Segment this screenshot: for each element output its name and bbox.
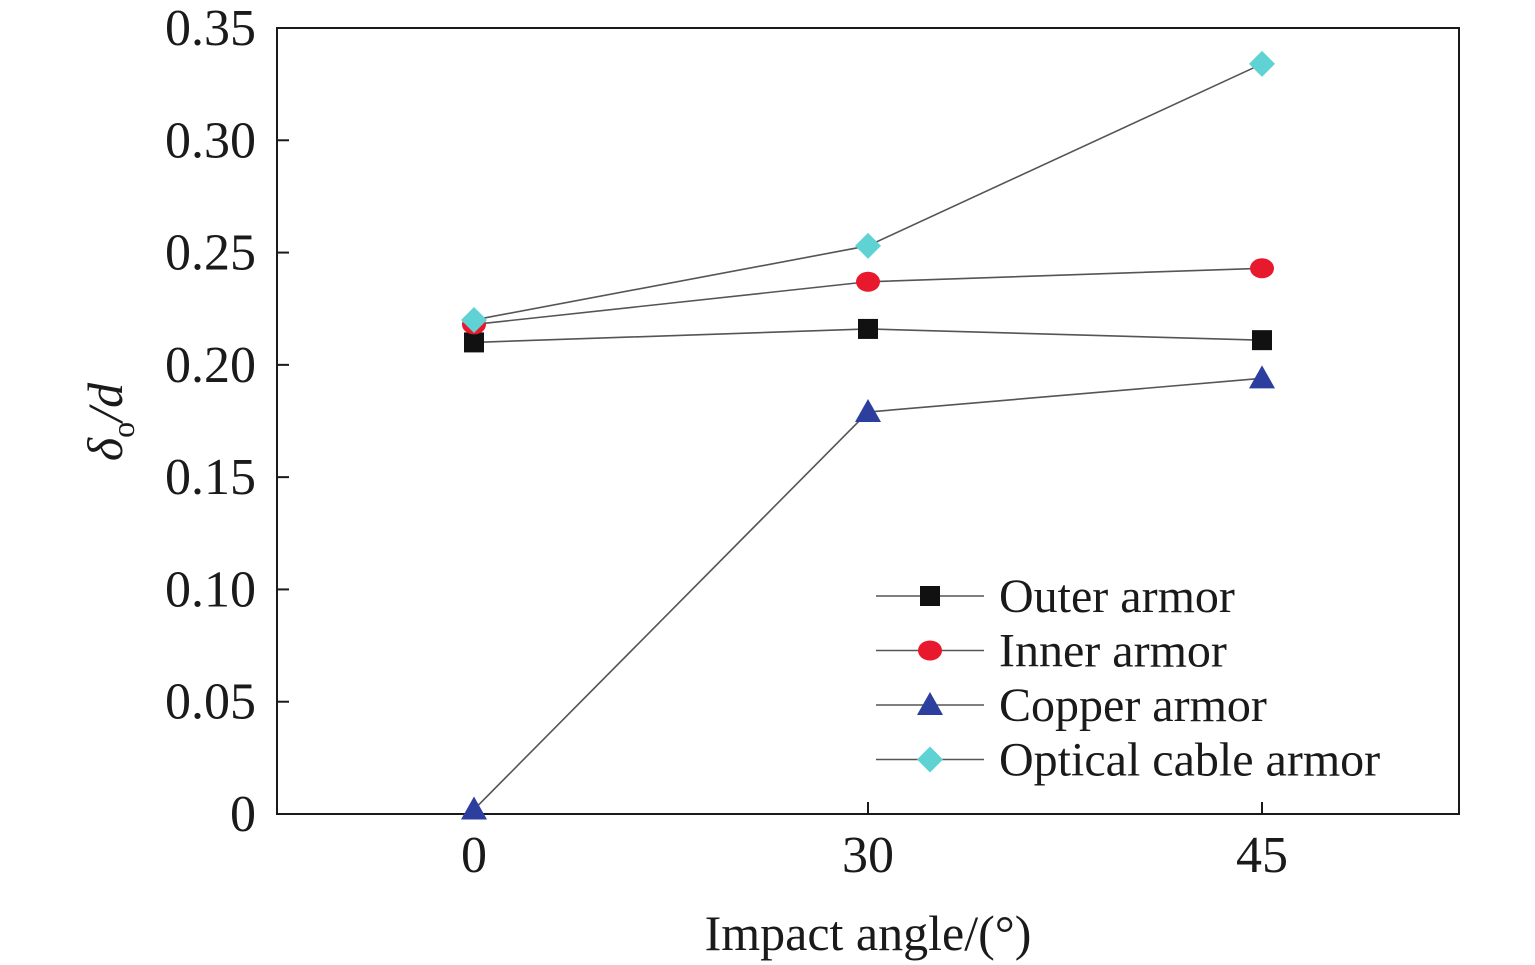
data-point-outer-armor — [464, 332, 484, 353]
y-tick-label: 0.10 — [165, 561, 256, 618]
y-tick-label: 0.05 — [165, 674, 256, 731]
y-tick-label: 0.30 — [165, 112, 256, 169]
y-tick-label: 0 — [230, 786, 256, 843]
data-point-outer-armor — [1252, 330, 1272, 351]
x-tick-label: 45 — [1236, 827, 1288, 884]
y-tick-label: 0.15 — [165, 449, 256, 506]
x-axis: 0 30 45 — [461, 802, 1288, 884]
y-axis: 0 0.05 0.10 0.15 0.20 0.25 0.30 0.35 — [165, 0, 289, 843]
x-axis-title: Impact angle/(°) — [705, 905, 1032, 961]
x-tick-label: 0 — [461, 827, 487, 884]
y-tick-label: 0.20 — [165, 337, 256, 394]
y-tick-label: 0.25 — [165, 225, 256, 282]
y-axis-title-subscript: o — [105, 422, 141, 438]
y-axis-title: δo/d — [77, 382, 141, 461]
series-layer — [461, 50, 1275, 820]
y-axis-title-main: δ — [77, 437, 133, 461]
legend-marker-outer-armor — [920, 586, 940, 606]
legend-marker-copper-armor — [917, 692, 943, 715]
legend-marker-inner-armor — [918, 640, 942, 661]
data-point-outer-armor — [858, 318, 878, 339]
y-axis-title-suffix: /d — [77, 382, 133, 425]
data-point-optical-cable-armor — [461, 306, 487, 333]
data-point-inner-armor — [856, 271, 880, 292]
legend-label-inner-armor: Inner armor — [999, 625, 1227, 678]
x-tick-label: 30 — [842, 827, 894, 884]
legend-label-optical-cable-armor: Optical cable armor — [999, 734, 1380, 787]
legend-marker-optical-cable-armor — [917, 746, 943, 773]
data-point-optical-cable-armor — [855, 232, 881, 259]
data-point-inner-armor — [1250, 258, 1274, 279]
data-point-optical-cable-armor — [1249, 50, 1275, 77]
data-point-copper-armor — [461, 796, 487, 820]
legend-label-copper-armor: Copper armor — [999, 679, 1267, 732]
y-tick-label: 0.35 — [165, 0, 256, 57]
data-point-copper-armor — [855, 399, 881, 423]
legend-label-outer-armor: Outer armor — [999, 570, 1235, 623]
data-point-copper-armor — [1249, 365, 1275, 389]
